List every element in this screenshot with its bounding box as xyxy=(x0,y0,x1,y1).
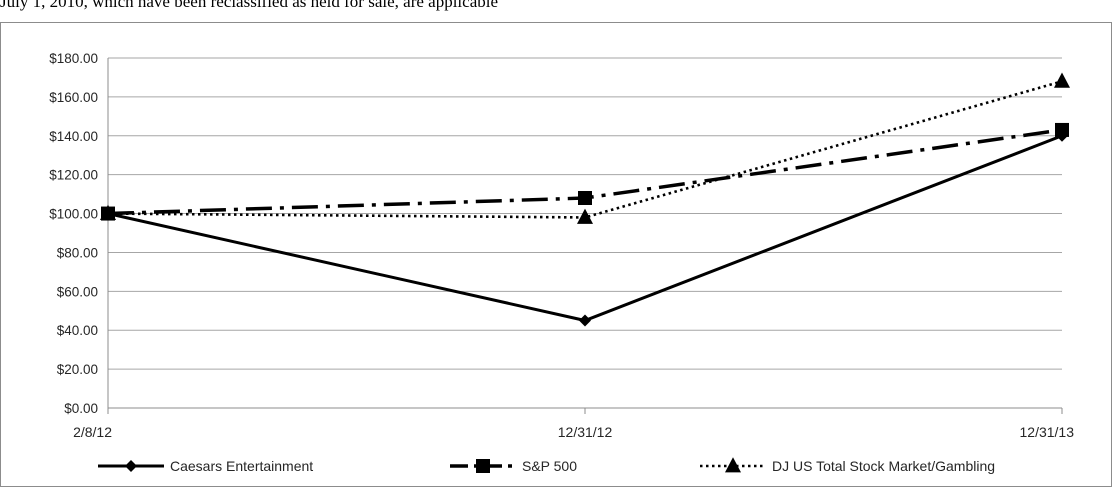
legend-marker-diamond xyxy=(125,460,137,472)
y-tick-label: $40.00 xyxy=(57,323,98,338)
y-tick-label: $20.00 xyxy=(57,362,98,377)
data-point-diamond xyxy=(1056,129,1068,142)
series-line-caesars-entertainment xyxy=(107,134,1063,323)
y-tick-label: $60.00 xyxy=(57,284,98,299)
data-point-square xyxy=(578,191,592,205)
chart-frame xyxy=(0,22,1112,487)
y-tick-label: $160.00 xyxy=(49,90,98,105)
legend: Caesars Entertainment S&P 500 DJ US Total … xyxy=(98,457,995,474)
x-tick-label: 12/31/13 xyxy=(1020,424,1075,440)
legend-label: DJ US Total Stock Market/Gambling xyxy=(772,458,995,474)
y-tick-label: $120.00 xyxy=(49,168,98,183)
data-point-triangle xyxy=(577,208,593,224)
x-tick-label: 12/31/12 xyxy=(558,424,613,440)
y-tick-label: $140.00 xyxy=(49,129,98,144)
grid-lines xyxy=(108,57,1062,370)
y-tick-label: $180.00 xyxy=(49,51,98,66)
legend-marker-square xyxy=(476,459,490,473)
header-text: July 1, 2010, which have been reclassifi… xyxy=(0,0,499,11)
series-lines xyxy=(100,72,1070,327)
y-tick-label: $0.00 xyxy=(64,401,98,416)
axes: $0.00 $20.00 $40.00 $60.00 $80.00 $100.00 $120… xyxy=(49,51,1074,440)
data-point-diamond xyxy=(102,207,114,220)
legend-label: S&P 500 xyxy=(522,458,577,474)
data-point-diamond xyxy=(579,314,591,327)
legend-marker-triangle xyxy=(725,457,741,473)
data-point-triangle xyxy=(1054,72,1070,88)
y-tick-label: $100.00 xyxy=(49,207,98,222)
x-tick-label: 2/8/12 xyxy=(73,424,112,440)
legend-label: Caesars Entertainment xyxy=(170,458,313,474)
y-tick-label: $80.00 xyxy=(57,245,98,260)
